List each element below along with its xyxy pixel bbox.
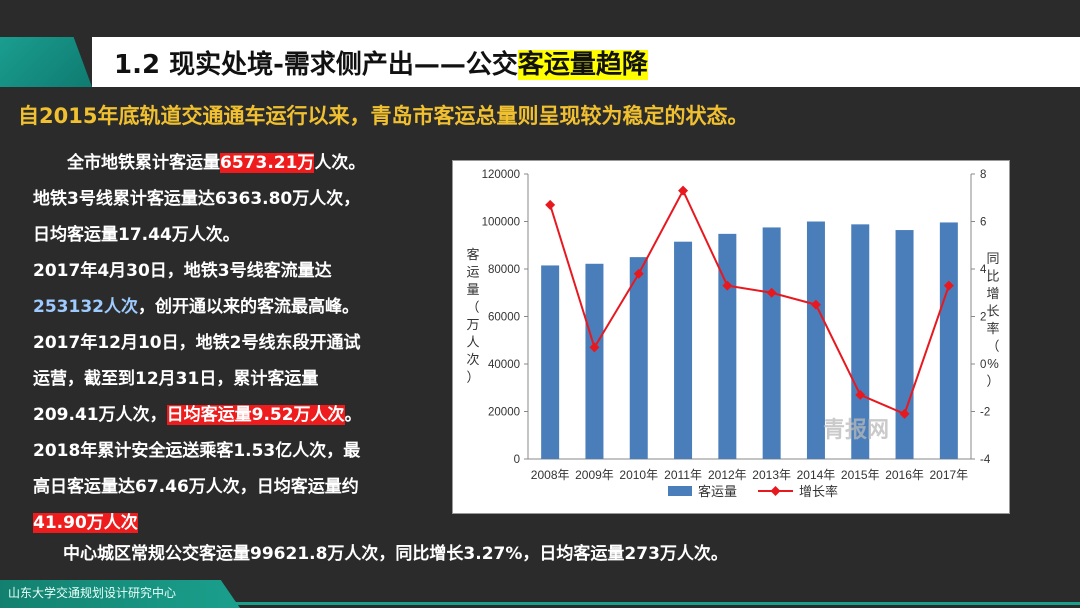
y2-axis-title-char: ） <box>986 374 999 389</box>
bottom-summary: 中心城区常规公交客运量99621.8万人次，同比增长3.27%，日均客运量273… <box>63 544 728 564</box>
para-line-11: 41.90万人次 <box>33 505 443 541</box>
growth-point <box>633 268 644 279</box>
y-tick-label: 80000 <box>488 264 520 276</box>
y2-tick-label: 4 <box>980 264 987 276</box>
growth-point <box>545 199 556 210</box>
footer-label: 山东大学交通规划设计研究中心 <box>8 586 177 600</box>
y-axis-title-char: 次 <box>466 352 479 367</box>
x-tick-label: 2012年 <box>708 468 747 482</box>
y2-axis-title-char: 比 <box>986 269 999 284</box>
y2-tick-label: 0 <box>980 359 986 371</box>
y2-axis-title-char: 率 <box>986 321 999 336</box>
x-tick-label: 2016年 <box>885 468 924 482</box>
para-line-10: 高日客运量达67.46万人次，日均客运量约 <box>33 477 359 497</box>
title-highlight: 客运量趋降 <box>517 50 648 80</box>
text-span: ，创开通以来的客流最高峰。 <box>137 297 359 317</box>
y2-axis-title-char: % <box>987 356 999 371</box>
x-tick-label: 2013年 <box>752 468 791 482</box>
highlight-daily: 日均客运量9.52万人次 <box>166 405 345 425</box>
bar <box>674 241 693 459</box>
growth-point <box>766 287 777 298</box>
watermark: 青报网 <box>823 417 889 442</box>
growth-point <box>855 389 866 400</box>
y-axis-title-char: 人 <box>466 335 479 350</box>
combo-chart: 0 20000 40000 60000 80000 100000 120000 -4 -2 0 2 4… <box>466 169 999 499</box>
highlight-peak: 253132人次 <box>33 297 138 317</box>
para-line-2: 地铁3号线累计客运量达6363.80万人次， <box>33 189 361 209</box>
bar <box>851 224 870 459</box>
text-span: 全市地铁累计客运量 <box>67 153 220 173</box>
y-axis-title-char: 量 <box>466 282 479 297</box>
para-line-3: 日均客运量17.44万人次。 <box>33 225 240 245</box>
legend-label-line: 增长率 <box>799 484 838 499</box>
y-tick-label: 60000 <box>488 312 520 324</box>
y2-tick-label: 2 <box>980 312 986 324</box>
y-tick-label: 40000 <box>488 359 520 371</box>
x-tick-label: 2009年 <box>575 468 614 482</box>
x-tick-label: 2015年 <box>841 468 880 482</box>
y2-tick-label: 8 <box>980 169 986 181</box>
para-line-1: 全市地铁累计客运量6573.21万人次。 <box>33 145 443 181</box>
bar <box>762 227 781 459</box>
growth-point <box>810 299 821 310</box>
legend-marker <box>770 486 781 496</box>
x-tick-label: 2017年 <box>929 468 968 482</box>
x-tick-label: 2008年 <box>531 468 570 482</box>
highlight-daily-2018: 41.90万人次 <box>33 513 138 533</box>
y-tick-label: 100000 <box>482 217 520 229</box>
y-axis-title-char: 客 <box>466 247 479 262</box>
growth-point <box>722 280 733 291</box>
y-tick-label: 120000 <box>482 169 520 181</box>
y-axis-title-char: （ <box>466 300 479 315</box>
y-tick-label: 0 <box>514 454 520 466</box>
bar <box>939 222 958 459</box>
growth-point <box>678 185 689 196</box>
chart-container: 0 20000 40000 60000 80000 100000 120000 -4 -2 0 2 4… <box>452 160 1010 514</box>
text-span: 人次。 <box>314 153 366 173</box>
x-tick-label: 2011年 <box>664 468 702 482</box>
para-line-8: 209.41万人次，日均客运量9.52万人次。 <box>33 397 443 433</box>
y2-axis-title-char: （ <box>986 339 999 354</box>
bar <box>629 257 648 459</box>
bar <box>718 233 737 459</box>
bar <box>895 230 914 459</box>
highlight-total: 6573.21万 <box>220 153 315 173</box>
para-line-6: 2017年12月10日，地铁2号线东段开通试 <box>33 333 361 353</box>
title-accent <box>0 37 92 87</box>
para-line-9: 2018年累计安全运送乘客1.53亿人次，最 <box>33 441 361 461</box>
y2-tick-label: -2 <box>980 407 990 419</box>
para-line-5: 253132人次，创开通以来的客流最高峰。 <box>33 289 443 325</box>
y-axis-title-char: ） <box>466 370 479 385</box>
text-span: 。 <box>344 405 362 425</box>
title-prefix: 1.2 现实处境-需求侧产出——公交 <box>114 50 518 80</box>
slide-title: 1.2 现实处境-需求侧产出——公交客运量趋降 <box>114 44 648 81</box>
y2-axis-title-char: 增 <box>986 286 999 301</box>
bar <box>806 221 825 459</box>
bar <box>541 265 560 459</box>
y-axis-title-char: 万 <box>466 317 479 332</box>
y-tick-label: 20000 <box>488 407 520 419</box>
legend-label-bar: 客运量 <box>698 484 737 499</box>
growth-line <box>549 188 950 416</box>
slide-subtitle: 自2015年底轨道交通通车运行以来，青岛市客运总量则呈现较为稳定的状态。 <box>18 104 749 128</box>
footer-divider <box>0 602 1080 605</box>
y2-tick-label: -4 <box>980 454 991 466</box>
bar <box>585 263 604 459</box>
growth-point <box>589 342 600 353</box>
footer-accent <box>0 580 240 608</box>
y2-tick-label: 6 <box>980 217 986 229</box>
growth-point <box>943 280 954 291</box>
legend-swatch-bar <box>668 486 692 496</box>
para-line-7: 运营，截至到12月31日，累计客运量 <box>33 369 319 389</box>
x-tick-label: 2010年 <box>619 468 658 482</box>
y-axis-title-char: 运 <box>466 265 479 280</box>
x-tick-label: 2014年 <box>797 468 836 482</box>
para-line-4: 2017年4月30日，地铁3号线客流量达 <box>33 261 332 281</box>
body-paragraph: 全市地铁累计客运量6573.21万人次。 地铁3号线累计客运量达6363.80万… <box>33 145 443 541</box>
growth-point <box>899 408 910 419</box>
y2-axis-title-char: 长 <box>986 304 999 319</box>
text-span: 209.41万人次， <box>33 405 167 425</box>
y2-axis-title-char: 同 <box>986 251 999 266</box>
